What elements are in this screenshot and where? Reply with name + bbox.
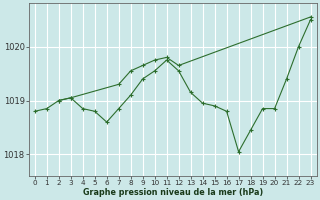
X-axis label: Graphe pression niveau de la mer (hPa): Graphe pression niveau de la mer (hPa) bbox=[83, 188, 263, 197]
